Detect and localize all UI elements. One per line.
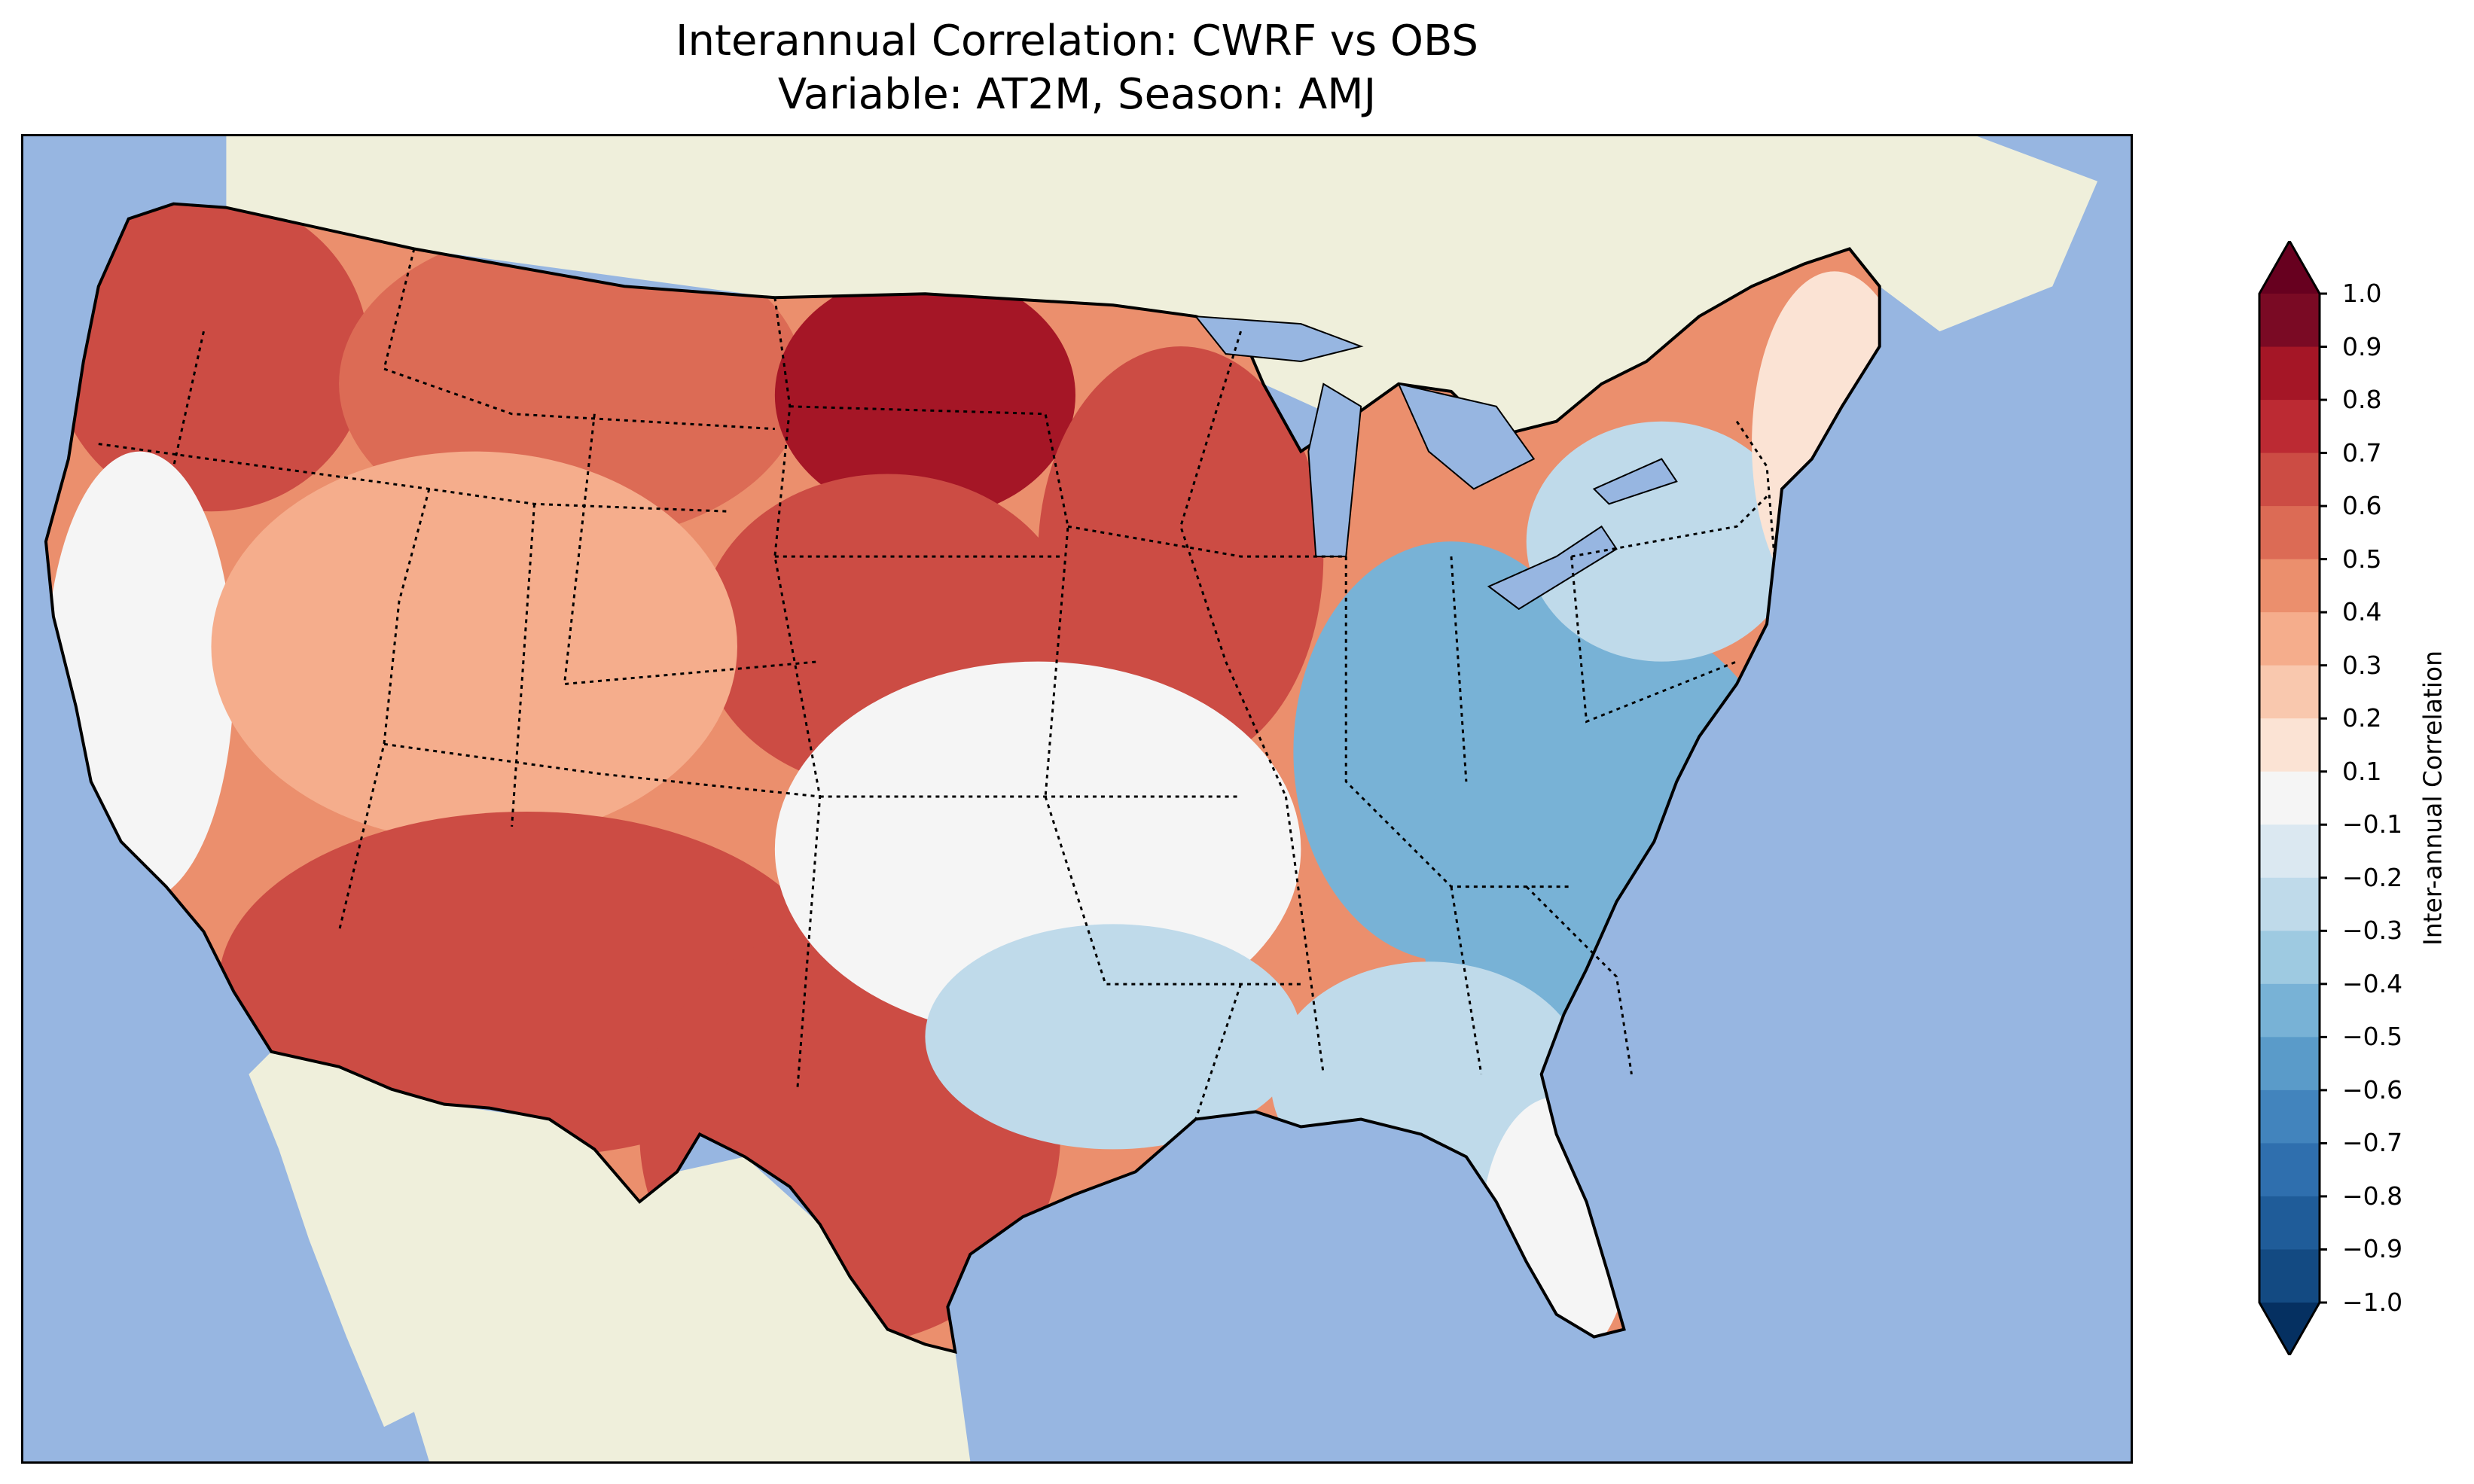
- colorbar-bin: [2259, 612, 2320, 666]
- field-region: [925, 924, 1301, 1150]
- state-borders: [98, 248, 1776, 1120]
- colorbar-tick-label: 0.3: [2342, 650, 2382, 680]
- colorbar-tick-label: 1.0: [2342, 279, 2382, 308]
- title-line-2: Variable: AT2M, Season: AMJ: [777, 70, 1377, 119]
- colorbar-tick-label: −0.4: [2342, 968, 2403, 998]
- great-lakes: [1194, 315, 1678, 611]
- colorbar-bin: [2259, 559, 2320, 613]
- colorbar-tick-label: −0.9: [2342, 1234, 2403, 1264]
- colorbar-tick-label: 0.2: [2342, 703, 2382, 733]
- colorbar-tick-label: 0.7: [2342, 437, 2382, 468]
- colorbar-bin: [2259, 877, 2320, 931]
- mexico-land: [271, 1051, 971, 1461]
- canada-land: [226, 136, 2098, 437]
- colorbar-bin: [2259, 346, 2320, 401]
- colorbar-tick-label: −0.6: [2342, 1074, 2403, 1105]
- colorbar-tick-label: 0.9: [2342, 331, 2382, 361]
- colorbar-tick-label: −0.3: [2342, 916, 2403, 946]
- colorbar-bin: [2259, 1196, 2320, 1250]
- colorbar-bin: [2259, 983, 2320, 1038]
- field-region: [1038, 346, 1324, 767]
- colorbar-under-extension: [2259, 1303, 2320, 1355]
- colorbar-tick-label: 0.5: [2342, 544, 2382, 574]
- colorbar-bin: [2259, 1089, 2320, 1144]
- colorbar-tick-label: −0.5: [2342, 1022, 2403, 1052]
- field-region: [1526, 421, 1797, 662]
- title-line-1: Interannual Correlation: CWRF vs OBS: [676, 17, 1478, 66]
- colorbar-tick-label: 0.1: [2342, 756, 2382, 786]
- field-region: [211, 451, 737, 842]
- colorbar-tick-label: 0.4: [2342, 597, 2382, 627]
- map-panel: [21, 134, 2133, 1464]
- colorbar-tick-label: −1.0: [2342, 1287, 2403, 1317]
- colorbar-tick-label: 0.6: [2342, 491, 2382, 521]
- colorbar-bin: [2259, 718, 2320, 772]
- colorbar-bin: [2259, 931, 2320, 985]
- colorbar-tick-label: −0.1: [2342, 809, 2403, 840]
- colorbar-tick-label: −0.8: [2342, 1181, 2403, 1211]
- field-region: [774, 271, 1076, 520]
- colorbar-bin: [2259, 1249, 2320, 1303]
- colorbar-tick-label: −0.2: [2342, 862, 2403, 892]
- colorbar-bin: [2259, 453, 2320, 507]
- colorbar-bin: [2259, 400, 2320, 454]
- colorbar-bin: [2259, 824, 2320, 879]
- correlation-map: [23, 136, 2131, 1461]
- colorbar-tick-label: −0.7: [2342, 1128, 2403, 1158]
- field-region: [53, 203, 370, 512]
- colorbar-bin: [2259, 1143, 2320, 1197]
- colorbar-bin: [2259, 294, 2320, 348]
- colorbar-bin: [2259, 771, 2320, 825]
- colorbar-bin: [2259, 506, 2320, 560]
- colorbar-bin: [2259, 1037, 2320, 1091]
- colorbar-bin: [2259, 665, 2320, 719]
- colorbar: [2258, 241, 2327, 1355]
- colorbar-over-extension: [2259, 241, 2320, 294]
- colorbar-tick-label: 0.8: [2342, 385, 2382, 415]
- baja-california: [249, 1051, 414, 1428]
